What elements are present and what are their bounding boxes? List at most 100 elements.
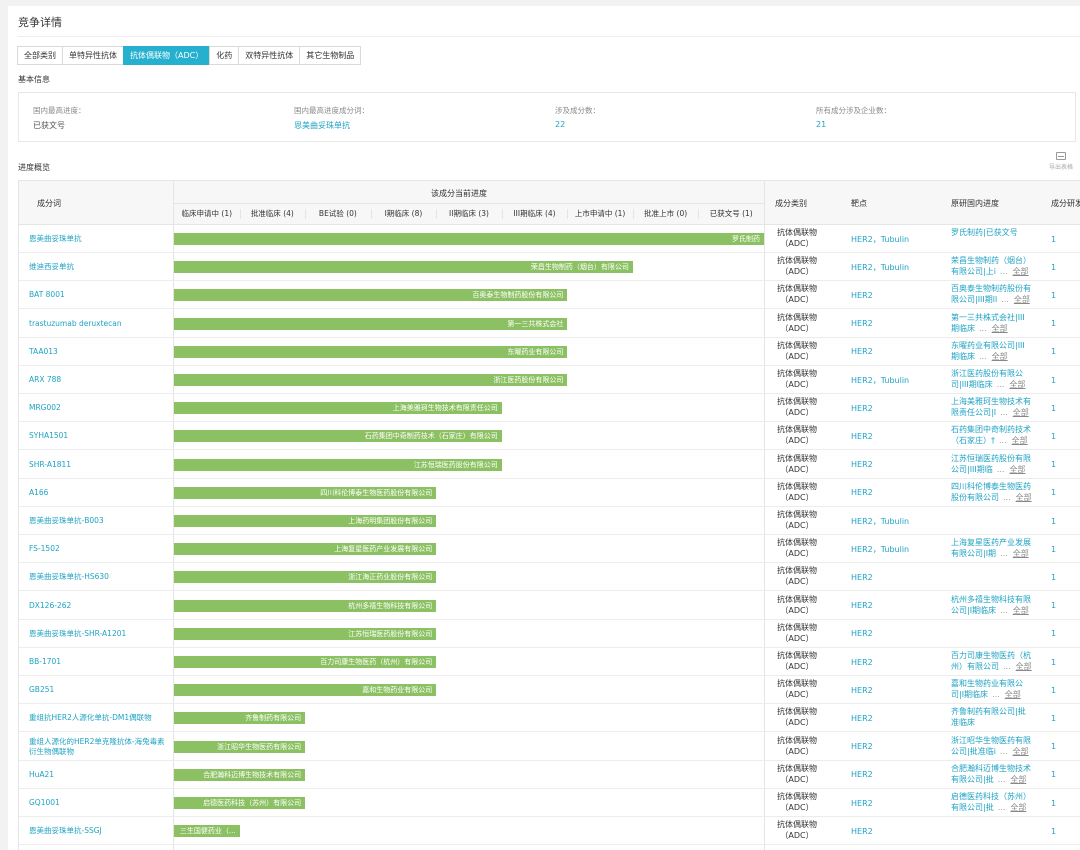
rd-count-link[interactable]: 1 xyxy=(1051,826,1057,836)
show-all-link[interactable]: 全部 xyxy=(1010,774,1027,784)
target-link[interactable]: HER2，Tubulin xyxy=(851,375,910,385)
progress-bar[interactable]: 浙江医药股份有限公司 xyxy=(174,374,568,386)
rd-count-link[interactable]: 1 xyxy=(1051,516,1057,526)
show-all-link[interactable]: 全部 xyxy=(1015,662,1032,671)
show-all-link[interactable]: 全部 xyxy=(1015,492,1032,502)
original-stage-cell[interactable]: 东曜药业有限公司|III 期临床... 全部 xyxy=(951,340,1039,364)
rd-count-link[interactable]: 1 xyxy=(1051,770,1057,780)
target-link[interactable]: HER2，Tubulin xyxy=(851,544,910,554)
rd-count-link[interactable]: 1 xyxy=(1051,262,1057,272)
original-stage-cell[interactable]: 嘉和生物药业有限公 司|I期临床... 全部 xyxy=(951,678,1039,702)
progress-bar[interactable]: 三生国健药业（... xyxy=(174,825,240,838)
rd-count-link[interactable]: 1 xyxy=(1051,685,1057,695)
original-stage-cell[interactable]: 杭州多禧生物科技有限 公司|I期临床... 全部 xyxy=(951,594,1039,618)
target-link[interactable]: HER2 xyxy=(851,601,873,611)
progress-bar[interactable]: 江苏恒瑞医药股份有限公司 xyxy=(174,458,502,471)
rd-count-link[interactable]: 1 xyxy=(1051,375,1057,385)
target-link[interactable]: HER2 xyxy=(851,572,873,582)
ingredient-link[interactable]: MRG002 xyxy=(29,403,61,413)
rd-count-link[interactable]: 1 xyxy=(1051,657,1057,667)
rd-count-link[interactable]: 1 xyxy=(1051,319,1057,329)
original-stage-cell[interactable]: 百力司康生物医药（杭 州）有限公司... 全部 xyxy=(951,650,1039,674)
target-link[interactable]: HER2 xyxy=(851,319,873,329)
progress-bar[interactable]: 启德医药科技（苏州）有限公司 xyxy=(174,797,306,809)
ingredient-link[interactable]: 恩美曲妥珠单抗 xyxy=(29,234,82,243)
ingredient-link[interactable]: trastuzumab deruxtecan xyxy=(29,318,122,328)
ingredient-count-link[interactable]: 22 xyxy=(555,120,566,129)
top-ingredient-link[interactable]: 恩美曲妥珠单抗 xyxy=(294,121,350,130)
progress-bar[interactable]: 江苏恒瑞医药股份有限公司 xyxy=(174,627,437,640)
ingredient-link[interactable]: HuA21 xyxy=(29,769,55,779)
ingredient-link[interactable]: SHR-A1811 xyxy=(29,459,72,469)
show-all-link[interactable]: 全部 xyxy=(1012,605,1029,615)
show-all-link[interactable]: 全部 xyxy=(1010,803,1027,812)
progress-bar[interactable]: 百奥泰生物制药股份有限公司 xyxy=(174,289,568,302)
ingredient-link[interactable]: FS-1502 xyxy=(29,544,60,554)
show-all-link[interactable]: 全部 xyxy=(1012,746,1029,756)
show-all-link[interactable]: 全部 xyxy=(1012,267,1029,277)
original-stage-cell[interactable] xyxy=(951,565,1039,589)
original-stage-cell[interactable]: 合肥瀚科迈博生物技术 有限公司|批... 全部 xyxy=(951,763,1039,787)
original-stage-cell[interactable]: 第一三共株式会社|III 期临床... 全部 xyxy=(951,312,1039,336)
show-all-link[interactable]: 全部 xyxy=(1012,549,1029,559)
rd-count-link[interactable]: 1 xyxy=(1051,713,1057,723)
progress-bar[interactable]: 百力司康生物医药（杭州）有限公司 xyxy=(174,656,437,668)
progress-bar[interactable]: 上海药明集团股份有限公司 xyxy=(174,515,437,527)
progress-bar[interactable]: 上海复星医药产业发展有限公司 xyxy=(174,543,437,556)
show-all-link[interactable]: 全部 xyxy=(991,351,1008,361)
target-link[interactable]: HER2 xyxy=(851,629,873,639)
original-stage-cell[interactable]: 浙江医药股份有限公 司|III期临床... 全部 xyxy=(951,368,1039,392)
original-stage-cell[interactable]: 四川科伦博泰生物医药 股份有限公司... 全部 xyxy=(951,481,1039,505)
progress-bar[interactable]: 荣昌生物制药（烟台）有限公司 xyxy=(174,261,633,274)
target-link[interactable]: HER2 xyxy=(851,290,873,300)
progress-bar[interactable]: 浙江海正药业股份有限公司 xyxy=(174,571,437,584)
progress-bar[interactable]: 浙江昭华生物医药有限公司 xyxy=(174,740,306,753)
original-stage-cell[interactable]: 浙江昭华生物医药有限 公司|批准临i... 全部 xyxy=(951,735,1039,759)
tab-other-biologics[interactable]: 其它生物制品 xyxy=(299,46,362,65)
progress-bar[interactable]: 杭州多禧生物科技有限公司 xyxy=(174,599,437,612)
ingredient-link[interactable]: BAT 8001 xyxy=(29,290,65,300)
rd-count-link[interactable]: 1 xyxy=(1051,798,1057,808)
target-link[interactable]: HER2，Tubulin xyxy=(851,234,910,244)
ingredient-link[interactable]: DX126-262 xyxy=(29,600,72,610)
ingredient-link[interactable]: 重组抗HER2人源化单抗-DM1偶联物 xyxy=(29,713,152,723)
rd-count-link[interactable]: 1 xyxy=(1051,460,1057,470)
original-stage-cell[interactable]: 罗氏制药|已获文号 xyxy=(951,227,1039,251)
target-link[interactable]: HER2 xyxy=(851,685,873,695)
show-all-link[interactable]: 全部 xyxy=(1009,464,1026,474)
rd-count-link[interactable]: 1 xyxy=(1051,488,1057,498)
tab-all-categories[interactable]: 全部类别 xyxy=(17,46,63,65)
original-stage-cell[interactable]: 百奥泰生物制药股份有 限公司|III期ll... 全部 xyxy=(951,283,1039,307)
rd-count-link[interactable]: 1 xyxy=(1051,234,1057,244)
ingredient-link[interactable]: GB251 xyxy=(29,685,55,695)
tab-chemical-drug[interactable]: 化药 xyxy=(209,46,240,65)
tab-bispecific-antibody[interactable]: 双特异性抗体 xyxy=(238,46,301,65)
target-link[interactable]: HER2 xyxy=(851,826,873,836)
ingredient-link[interactable]: TAA013 xyxy=(29,346,58,356)
original-stage-cell[interactable] xyxy=(951,509,1039,533)
rd-count-link[interactable]: 1 xyxy=(1051,572,1057,582)
tab-monospecific-antibody[interactable]: 单特异性抗体 xyxy=(62,46,124,65)
rd-count-link[interactable]: 1 xyxy=(1051,544,1057,554)
original-stage-cell[interactable]: 荣昌生物制药（烟台） 有限公司|上i... 全部 xyxy=(951,255,1039,279)
show-all-link[interactable]: 全部 xyxy=(1009,380,1026,389)
ingredient-link[interactable]: BB-1701 xyxy=(29,657,62,666)
progress-bar[interactable]: 东曜药业有限公司 xyxy=(174,345,568,358)
rd-count-link[interactable]: 1 xyxy=(1051,403,1057,413)
progress-bar[interactable]: 嘉和生物药业有限公司 xyxy=(174,684,437,697)
target-link[interactable]: HER2，Tubulin xyxy=(851,516,910,526)
progress-bar[interactable]: 合肥瀚科迈博生物技术有限公司 xyxy=(174,768,306,781)
export-table-button[interactable]: 导出表格 xyxy=(1046,152,1076,171)
progress-bar[interactable]: 齐鲁制药有限公司 xyxy=(174,712,306,725)
ingredient-link[interactable]: 恩美曲妥珠单抗-B003 xyxy=(29,516,104,525)
ingredient-link[interactable]: 恩美曲妥珠单抗-SSGJ xyxy=(29,826,102,836)
target-link[interactable]: HER2 xyxy=(851,657,873,667)
original-stage-cell[interactable]: 齐鲁制药有限公司|批 准临床 xyxy=(951,706,1039,730)
ingredient-link[interactable]: 恩美曲妥珠单抗-SHR-A1201 xyxy=(29,628,127,638)
original-stage-cell[interactable]: 江苏恒瑞医药股份有限 公司|III期临... 全部 xyxy=(951,453,1039,477)
original-stage-cell[interactable]: 石药集团中奇制药技术 （石家庄）†... 全部 xyxy=(951,424,1039,448)
show-all-link[interactable]: 全部 xyxy=(1013,295,1030,305)
original-stage-cell[interactable]: 上海复星医药产业发展 有限公司|I期... 全部 xyxy=(951,537,1039,561)
original-stage-cell[interactable]: 启德医药科技（苏州） 有限公司|批... 全部 xyxy=(951,791,1039,815)
target-link[interactable]: HER2 xyxy=(851,460,873,470)
